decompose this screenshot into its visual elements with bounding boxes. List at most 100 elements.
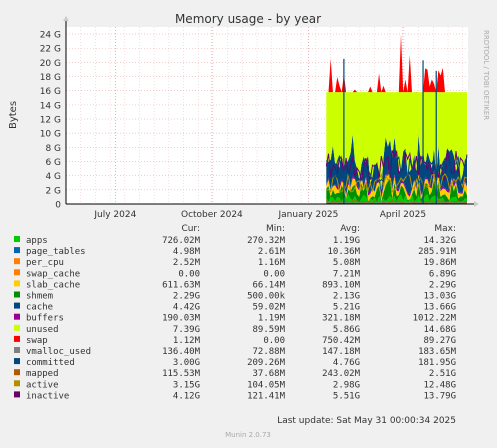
y-tick-label: 4 G	[45, 172, 61, 182]
legend-label-shmem: shmem	[26, 292, 53, 302]
legend-value-min: 121.41M	[247, 391, 286, 401]
legend-label-active: active	[26, 380, 59, 390]
legend-swatch-swap_cache	[14, 269, 20, 275]
legend-label-buffers: buffers	[26, 314, 64, 324]
y-tick-label: 24 G	[40, 31, 61, 41]
legend-value-max: 1012.22M	[413, 314, 457, 324]
legend-value-avg: 4.76G	[333, 358, 360, 368]
legend-value-cur: 2.52M	[173, 258, 201, 268]
legend-label-per_cpu: per_cpu	[26, 258, 64, 268]
legend-column-header: Min:	[266, 224, 285, 234]
side-label: RRDTOOL / TOBI OETIKER	[482, 30, 490, 120]
legend-value-cur: 1.12M	[173, 336, 201, 346]
last-update: Last update: Sat May 31 00:00:34 2025	[277, 416, 456, 426]
y-tick-label: 18 G	[40, 73, 61, 83]
legend-value-max: 19.86M	[423, 258, 456, 268]
legend-value-min: 66.14M	[252, 280, 285, 290]
legend-value-cur: 115.53M	[162, 369, 201, 379]
chart-title: Memory usage - by year	[175, 12, 321, 26]
legend-value-max: 13.03G	[423, 292, 456, 302]
y-tick-label: 12 G	[40, 116, 61, 126]
legend-swatch-inactive	[14, 391, 20, 397]
legend-column-header: Max:	[434, 224, 456, 234]
legend-value-min: 0.00	[263, 336, 285, 346]
legend-swatch-per_cpu	[14, 258, 20, 264]
legend-value-avg: 1.19G	[333, 236, 360, 246]
legend-swatch-mapped	[14, 369, 20, 375]
y-tick-label: 10 G	[40, 130, 61, 140]
legend-value-max: 181.95G	[418, 358, 456, 368]
legend-value-avg: 10.36M	[327, 247, 360, 257]
legend-label-vmalloc_used: vmalloc_used	[26, 347, 91, 357]
legend-value-cur: 0.00	[178, 269, 200, 279]
legend-value-min: 270.32M	[247, 236, 286, 246]
legend-swatch-vmalloc_used	[14, 347, 20, 353]
legend-label-cache: cache	[26, 303, 53, 313]
legend-value-max: 13.79G	[423, 391, 456, 401]
legend-value-min: 59.02M	[252, 303, 285, 313]
legend-value-avg: 243.02M	[322, 369, 361, 379]
legend-value-cur: 7.39G	[173, 325, 200, 335]
legend-value-avg: 5.51G	[333, 391, 360, 401]
legend-value-max: 183.65M	[418, 347, 457, 357]
x-tick-label: October 2024	[181, 210, 243, 220]
y-tick-label: 20 G	[40, 59, 61, 69]
legend-value-avg: 893.10M	[322, 280, 361, 290]
y-axis-label: Bytes	[8, 101, 19, 129]
legend-value-max: 285.91M	[418, 247, 457, 257]
legend-swatch-committed	[14, 358, 20, 364]
legend-value-avg: 5.86G	[333, 325, 360, 335]
legend-value-min: 0.00	[263, 269, 285, 279]
legend-value-max: 2.29G	[429, 280, 456, 290]
legend-label-swap_cache: swap_cache	[26, 269, 80, 279]
legend-swatch-slab_cache	[14, 280, 20, 286]
y-tick-label: 16 G	[40, 87, 61, 97]
legend-label-unused: unused	[26, 325, 59, 335]
legend-swatch-active	[14, 380, 20, 386]
legend-value-cur: 4.12G	[173, 391, 200, 401]
y-tick-label: 8 G	[45, 144, 61, 154]
legend-value-cur: 3.15G	[173, 380, 200, 390]
y-tick-label: 22 G	[40, 45, 61, 55]
legend-column-header: Avg:	[340, 224, 360, 234]
legend-value-min: 104.05M	[247, 380, 286, 390]
legend-label-swap: swap	[26, 336, 48, 346]
legend-label-slab_cache: slab_cache	[26, 280, 80, 290]
legend-swatch-shmem	[14, 292, 20, 298]
y-tick-label: 14 G	[40, 101, 61, 111]
legend-swatch-page_tables	[14, 247, 20, 253]
y-tick-label: 6 G	[45, 158, 61, 168]
legend-swatch-unused	[14, 325, 20, 331]
legend-value-avg: 5.08M	[333, 258, 361, 268]
legend-value-min: 1.19M	[258, 314, 286, 324]
legend-value-cur: 4.42G	[173, 303, 200, 313]
x-axis-arrow	[474, 201, 479, 207]
y-tick-label: 2 G	[45, 186, 61, 196]
legend-value-min: 89.59M	[252, 325, 285, 335]
y-tick-label: 0	[55, 201, 61, 211]
legend-swatch-cache	[14, 303, 20, 309]
legend-swatch-apps	[14, 236, 20, 242]
legend-value-min: 1.16M	[258, 258, 286, 268]
legend-value-avg: 750.42M	[322, 336, 361, 346]
legend-value-cur: 136.40M	[162, 347, 201, 357]
x-tick-label: January 2025	[278, 210, 339, 220]
footer: Munin 2.0.73	[225, 431, 271, 439]
legend-label-page_tables: page_tables	[26, 247, 86, 257]
legend-column-header: Cur:	[181, 224, 200, 234]
legend-value-avg: 2.98G	[333, 380, 360, 390]
legend-value-max: 89.27G	[423, 336, 456, 346]
legend-swatch-swap	[14, 336, 20, 342]
legend-value-min: 72.88M	[252, 347, 285, 357]
legend-label-committed: committed	[26, 358, 75, 368]
legend-value-avg: 2.13G	[333, 292, 360, 302]
legend-value-max: 14.68G	[423, 325, 456, 335]
legend-label-mapped: mapped	[26, 369, 59, 379]
legend-value-max: 12.48G	[423, 380, 456, 390]
legend-value-min: 2.61M	[258, 247, 286, 257]
legend-value-cur: 4.98M	[173, 247, 201, 257]
legend-swatch-buffers	[14, 314, 20, 320]
